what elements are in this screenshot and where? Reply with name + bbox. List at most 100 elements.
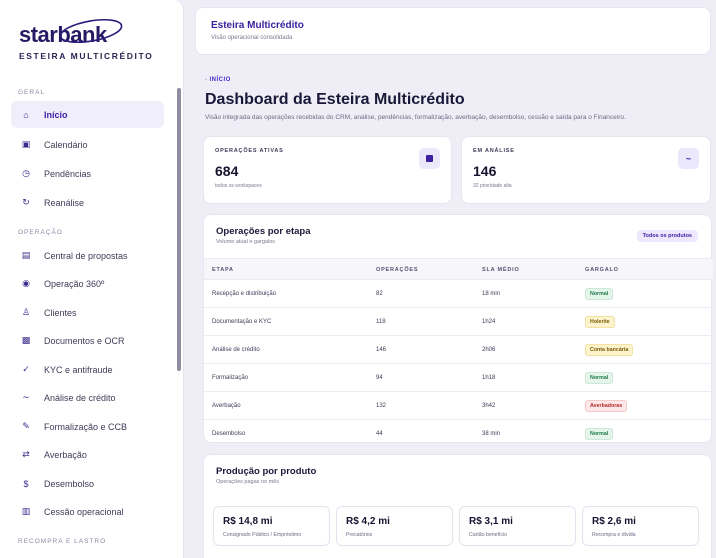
cell-operacoes: 132 — [376, 403, 387, 409]
sidebar-item-kyc-e-antifraude[interactable]: ✓ KYC e antifraude — [11, 356, 164, 383]
stages-subtitle: Volume atual e gargalos — [216, 239, 276, 245]
product-tile[interactable]: R$ 3,1 mi Cartão benefício — [459, 506, 576, 546]
column-header-gargalo[interactable]: GARGALO — [585, 267, 619, 273]
table-row[interactable]: Análise de crédito 146 2h06 Conta bancária — [204, 336, 713, 364]
stat-label: OPERAÇÕES ATIVAS — [215, 148, 284, 154]
brand-logo[interactable]: starbank — [19, 22, 107, 47]
sidebar-item-an-lise-de-cr-dito[interactable]: ∼ Análise de crédito — [11, 384, 164, 411]
breadcrumb[interactable]: ◦ INÍCIO — [205, 77, 231, 83]
sidebar-item-label: Início — [44, 109, 68, 120]
header-title: Esteira Multicrédito — [211, 20, 304, 31]
product-filter-button[interactable]: Todos os produtos — [636, 230, 698, 242]
column-header-etapa[interactable]: ETAPA — [212, 267, 234, 273]
sidebar-item-pend-ncias[interactable]: ◷ Pendências — [11, 160, 164, 187]
sidebar-scrollbar[interactable] — [177, 88, 181, 371]
product-value: R$ 4,2 mi — [346, 516, 390, 527]
stat-hint: todos os workspaces — [215, 183, 262, 189]
product-tile[interactable]: R$ 14,8 mi Consignado Público / Empréstim… — [213, 506, 330, 546]
production-title: Produção por produto — [216, 466, 317, 477]
stat-label: EM ANÁLISE — [473, 148, 515, 154]
table-row[interactable]: Desembolso 44 38 min Normal — [204, 420, 713, 448]
cell-sla: 1h18 — [482, 375, 496, 381]
top-header: Esteira Multicrédito Visão operacional c… — [195, 7, 711, 55]
nav-section-operacao: OPERAÇÃO — [18, 229, 63, 236]
cell-etapa: Análise de crédito — [212, 347, 260, 353]
brand: starbank ESTEIRA MULTICRÉDITO — [0, 0, 183, 70]
cell-operacoes: 118 — [376, 319, 386, 325]
stat-card-operacoes-ativas: OPERAÇÕES ATIVAS 684 todos os workspaces — [203, 136, 452, 204]
cell-sla: 1h24 — [482, 319, 496, 325]
sidebar-item-label: Central de propostas — [44, 250, 128, 261]
sidebar-item-label: Documentos e OCR — [44, 335, 125, 346]
nav-section-recompra: RECOMPRA E LASTRO — [18, 538, 107, 545]
page-description: Visão integrada das operações recebidas … — [205, 114, 626, 121]
list-icon: ▤ — [21, 250, 31, 260]
book-icon: ▥ — [21, 506, 31, 516]
cell-etapa: Averbação — [212, 403, 241, 409]
pen-icon: ✎ — [22, 421, 30, 431]
swap-icon: ⇄ — [22, 449, 30, 459]
square-icon — [419, 148, 440, 169]
sidebar-item-label: Análise de crédito — [44, 392, 116, 403]
sidebar-item-opera-o-360[interactable]: ◉ Operação 360º — [11, 270, 164, 297]
brand-subtitle: ESTEIRA MULTICRÉDITO — [19, 51, 154, 61]
sidebar-item-in-cio[interactable]: ⌂ Início — [11, 101, 164, 128]
table-row[interactable]: Formalização 94 1h18 Normal — [204, 364, 713, 392]
sidebar-item-label: Formalização e CCB — [44, 421, 128, 432]
sidebar-item-label: Calendário — [44, 139, 88, 150]
sidebar-item-central-de-propostas[interactable]: ▤ Central de propostas — [11, 242, 164, 269]
cell-etapa: Desembolso — [212, 431, 246, 437]
trend-icon: ~ — [678, 148, 699, 169]
breadcrumb-label: INÍCIO — [209, 77, 231, 83]
sidebar-item-desembolso[interactable]: $ Desembolso — [11, 470, 164, 497]
logo-swoosh-icon — [59, 18, 123, 44]
status-badge: Holerite — [585, 316, 615, 328]
cell-operacoes: 94 — [376, 375, 383, 381]
product-label: Consignado Público / Empréstimo — [223, 532, 302, 538]
column-header-sla[interactable]: SLA MÉDIO — [482, 267, 520, 273]
header-subtitle: Visão operacional consolidada — [211, 35, 293, 41]
column-header-operacoes[interactable]: OPERAÇÕES — [376, 267, 419, 273]
stat-card-em-analise: EM ANÁLISE 146 32 prioridade alta ~ — [461, 136, 711, 204]
sidebar-item-label: KYC e antifraude — [44, 364, 113, 375]
product-tile[interactable]: R$ 2,6 mi Recompra e dívida — [582, 506, 699, 546]
table-header: ETAPA OPERAÇÕES SLA MÉDIO GARGALO — [204, 258, 713, 280]
nav-section-geral: GERAL — [18, 89, 46, 96]
table-row[interactable]: Recepção e distribuição 82 18 min Normal — [204, 280, 713, 308]
product-tile[interactable]: R$ 4,2 mi Precatórios — [336, 506, 453, 546]
status-badge: Conta bancária — [585, 344, 634, 356]
dollar-icon: $ — [23, 478, 29, 489]
page-title: Dashboard da Esteira Multicrédito — [205, 91, 465, 108]
sidebar-item-cess-o-operacional[interactable]: ▥ Cessão operacional — [11, 498, 164, 525]
cell-sla: 38 min — [482, 431, 501, 437]
cell-sla: 2h06 — [482, 347, 496, 353]
sidebar-item-rean-lise[interactable]: ↻ Reanálise — [11, 189, 164, 216]
sidebar-item-label: Operação 360º — [44, 278, 105, 289]
sidebar-item-calend-rio[interactable]: ▣ Calendário — [11, 131, 164, 158]
sidebar-item-label: Desembolso — [44, 478, 95, 489]
scan-icon: ▩ — [21, 335, 31, 345]
user-icon: ♙ — [21, 307, 31, 317]
product-value: R$ 14,8 mi — [223, 516, 273, 527]
sidebar-item-label: Clientes — [44, 307, 77, 318]
sidebar-item-documentos-e-ocr[interactable]: ▩ Documentos e OCR — [11, 327, 164, 354]
check-icon: ✓ — [22, 364, 30, 374]
sidebar-item-label: Cessão operacional — [44, 506, 124, 517]
sidebar-item-formaliza-o-e-ccb[interactable]: ✎ Formalização e CCB — [11, 413, 164, 440]
cell-operacoes: 44 — [376, 431, 383, 437]
cell-operacoes: 82 — [376, 291, 383, 297]
table-row[interactable]: Averbação 132 3h42 Averbadoras — [204, 392, 713, 420]
table-row[interactable]: Documentação e KYC 118 1h24 Holerite — [204, 308, 713, 336]
sidebar-item-averba-o[interactable]: ⇄ Averbação — [11, 441, 164, 468]
stages-title: Operações por etapa — [216, 226, 311, 237]
cell-operacoes: 146 — [376, 347, 387, 353]
product-label: Cartão benefício — [469, 532, 508, 538]
stat-value: 684 — [215, 163, 239, 179]
status-badge: Normal — [585, 288, 614, 300]
sidebar-item-label: Averbação — [44, 449, 87, 460]
status-badge: Averbadoras — [585, 400, 628, 412]
breadcrumb-dot-icon: ◦ — [205, 77, 208, 83]
calendar-icon: ▣ — [21, 139, 31, 149]
sidebar-item-clientes[interactable]: ♙ Clientes — [11, 299, 164, 326]
product-value: R$ 3,1 mi — [469, 516, 513, 527]
